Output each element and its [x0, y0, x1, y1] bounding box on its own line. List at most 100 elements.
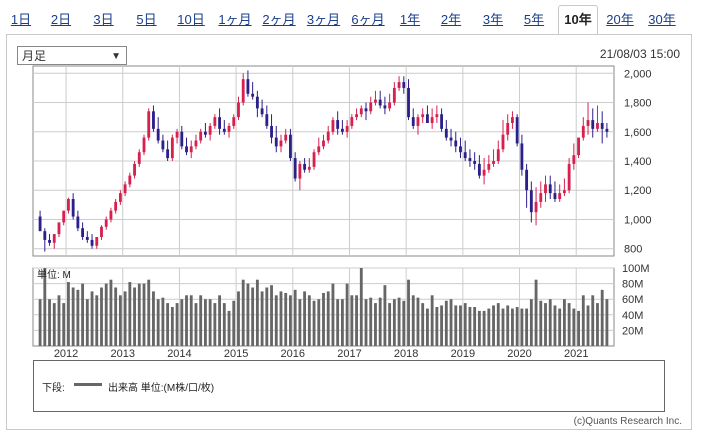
candle-body: [237, 102, 240, 118]
volume-bar: [435, 307, 439, 346]
candle-body: [529, 190, 533, 213]
candle: [57, 222, 61, 237]
volume-bar: [175, 303, 179, 346]
candle-body: [326, 131, 330, 141]
candle-body: [355, 114, 358, 118]
candle-body: [307, 166, 311, 170]
candle-body: [185, 146, 188, 153]
tab-15[interactable]: 30年: [648, 12, 676, 27]
tab-10[interactable]: 2年: [440, 12, 462, 27]
candle-body: [137, 152, 141, 164]
volume-bar: [572, 308, 576, 346]
tab-14[interactable]: 20年: [606, 12, 634, 27]
volume-bar: [307, 295, 311, 346]
candle: [241, 73, 245, 106]
tab-5[interactable]: 1ヶ月: [218, 12, 252, 27]
volume-bar: [553, 305, 557, 346]
candle: [203, 123, 207, 138]
candle: [166, 140, 170, 161]
timestamp: 21/08/03 15:00: [599, 47, 680, 61]
volume-bar: [95, 295, 99, 346]
volume-bar: [444, 300, 448, 346]
candle: [194, 134, 198, 150]
candle: [260, 99, 264, 118]
candle: [128, 172, 132, 188]
volume-bar: [289, 295, 292, 346]
candle: [463, 140, 467, 161]
volume-bar: [260, 291, 264, 346]
x-axis-ticks: 2012 2013 2014 2015 2016 2017 2018 2019 2020 2021: [54, 348, 589, 360]
volume-y-tick-label: 80M: [622, 279, 643, 291]
candle-body: [336, 120, 340, 129]
candle-body: [515, 117, 519, 144]
candle: [43, 228, 47, 252]
candle: [411, 108, 415, 129]
volume-bar: [203, 299, 207, 346]
candle: [562, 178, 566, 197]
tab-12[interactable]: 5年: [523, 12, 545, 27]
volume-bar: [473, 307, 477, 346]
candle-body: [298, 163, 302, 179]
volume-bar: [326, 291, 330, 346]
volume-bar: [501, 308, 505, 346]
candle: [222, 120, 226, 135]
candle: [359, 105, 363, 118]
x-tick-label: 2021: [564, 348, 588, 360]
volume-bar: [336, 299, 340, 346]
candle-period-select[interactable]: 月足 ▼: [17, 46, 127, 65]
candle: [331, 117, 335, 135]
tab-1[interactable]: 2日: [50, 12, 72, 27]
x-tick-label: 2015: [224, 348, 248, 360]
volume-bar: [558, 308, 562, 346]
candle-body: [383, 105, 387, 109]
candle: [596, 105, 599, 132]
candle: [326, 125, 330, 144]
tab-11[interactable]: 3年: [482, 12, 504, 27]
tab-7[interactable]: 3ヶ月: [306, 12, 341, 27]
candle-body: [95, 237, 99, 246]
candle: [95, 237, 99, 249]
tab-6[interactable]: 2ヶ月: [262, 12, 296, 27]
candle-body: [435, 114, 439, 118]
candle-body: [459, 146, 462, 153]
candle-body: [133, 163, 136, 176]
tab-3[interactable]: 5日: [136, 12, 157, 27]
candle: [109, 207, 113, 223]
candle-body: [67, 199, 70, 211]
candle-body: [511, 117, 514, 123]
volume-bars: [38, 268, 609, 346]
candle: [468, 149, 472, 167]
tab-13[interactable]: 10年: [558, 5, 598, 36]
price-y-ticks: 800 1,000 1,200 1,400 1,600 1,800 2,000: [624, 68, 652, 255]
candle-body: [128, 175, 132, 185]
candle-body: [600, 123, 604, 129]
volume-bar: [246, 283, 250, 346]
candle: [577, 137, 580, 159]
volume-bar: [133, 287, 136, 346]
candle-body: [104, 219, 108, 227]
volume-bar: [222, 303, 226, 346]
candle: [71, 193, 75, 220]
candle-body: [359, 108, 363, 115]
candle: [270, 114, 273, 144]
tab-2[interactable]: 3日: [93, 12, 114, 27]
tab-4[interactable]: 10日: [177, 12, 205, 27]
candle-body: [411, 117, 415, 126]
x-tick-label: 2019: [451, 348, 475, 360]
volume-bar: [298, 299, 302, 346]
candle: [284, 128, 288, 144]
tab-0[interactable]: 1日: [10, 12, 32, 27]
tab-8[interactable]: 6ヶ月: [351, 12, 385, 27]
candle: [185, 137, 188, 156]
candle-body: [251, 93, 255, 97]
period-tabs: 1日 2日 3日 5日 10日 1ヶ月 2ヶ月 3ヶ月 6ヶ月 1年 2年 3年 5年 10年 20年 30年: [6, 5, 690, 36]
volume-bar: [303, 291, 307, 346]
candle: [459, 137, 462, 159]
tab-9[interactable]: 1年: [399, 12, 421, 27]
volume-bar: [421, 303, 425, 346]
candle-body: [492, 161, 495, 164]
candle-body: [567, 163, 571, 191]
candle: [567, 158, 571, 194]
volume-bar: [350, 295, 354, 346]
volume-bar: [81, 283, 85, 346]
